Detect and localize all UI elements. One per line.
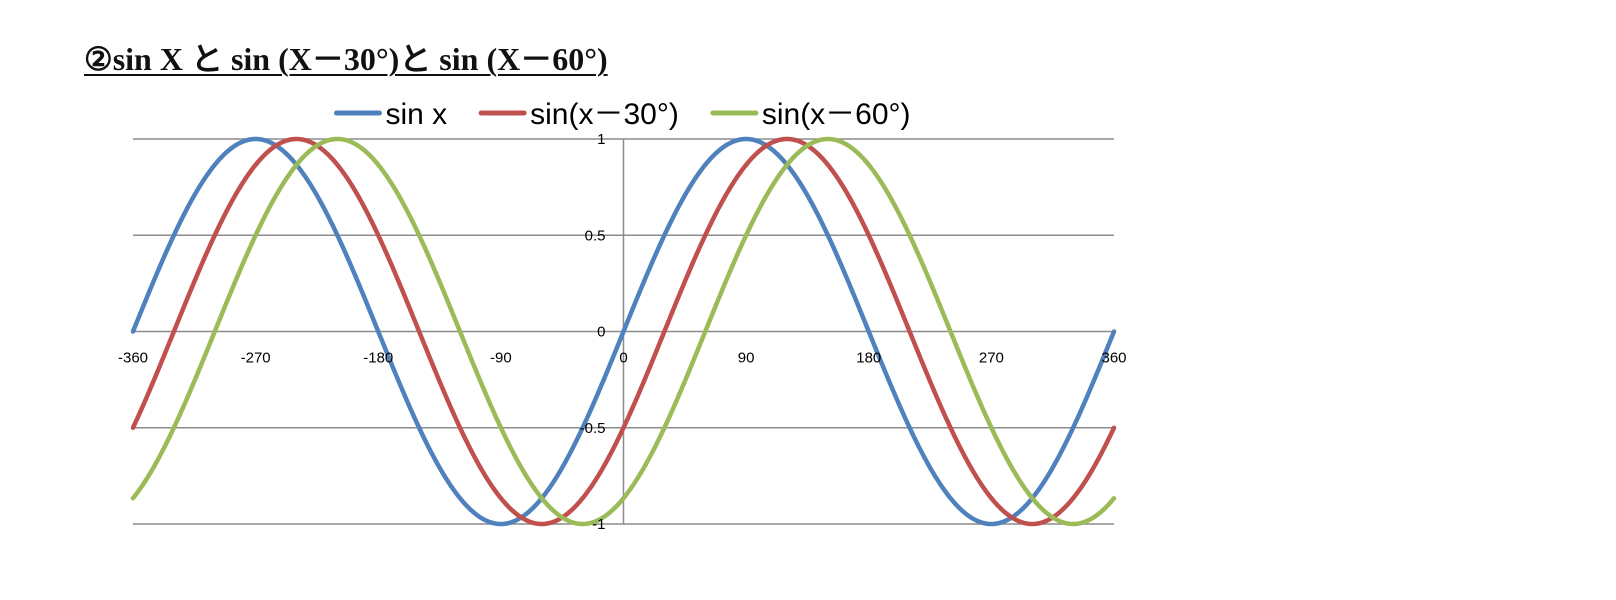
x-tick-label: -360 — [118, 350, 148, 367]
x-tick-label: 90 — [738, 350, 755, 367]
legend-label-3: sin(x－60°) — [762, 98, 911, 131]
x-tick-label: -180 — [363, 350, 393, 367]
tick-labels: -360 -270 -180 -90 0 90 180 270 360 -1 -0.5 0 0.5 1 — [118, 131, 1127, 533]
y-tick-label: 0 — [597, 324, 605, 341]
x-tick-label: 270 — [979, 350, 1004, 367]
x-tick-label: 0 — [619, 350, 627, 367]
y-tick-label: -0.5 — [580, 420, 606, 437]
legend-label-1: sin x — [385, 98, 447, 131]
series-line-3 — [130, 136, 1117, 527]
y-tick-label: -1 — [592, 516, 605, 533]
x-tick-label: -270 — [241, 350, 271, 367]
series-line-2 — [130, 136, 1117, 527]
y-tick-label: 0.5 — [585, 227, 606, 244]
y-tick-label: 1 — [597, 131, 605, 148]
legend-label-2: sin(x－30°) — [530, 98, 679, 131]
page-title: ②sin X と sin (X－30°)と sin (X－60°) — [84, 41, 608, 77]
x-tick-label: 360 — [1101, 350, 1126, 367]
x-tick-label: 180 — [856, 350, 881, 367]
x-tick-label: -90 — [490, 350, 512, 367]
legend: sin x sin(x－30°) sin(x－60°) — [333, 98, 911, 131]
series-lines — [130, 136, 1117, 527]
